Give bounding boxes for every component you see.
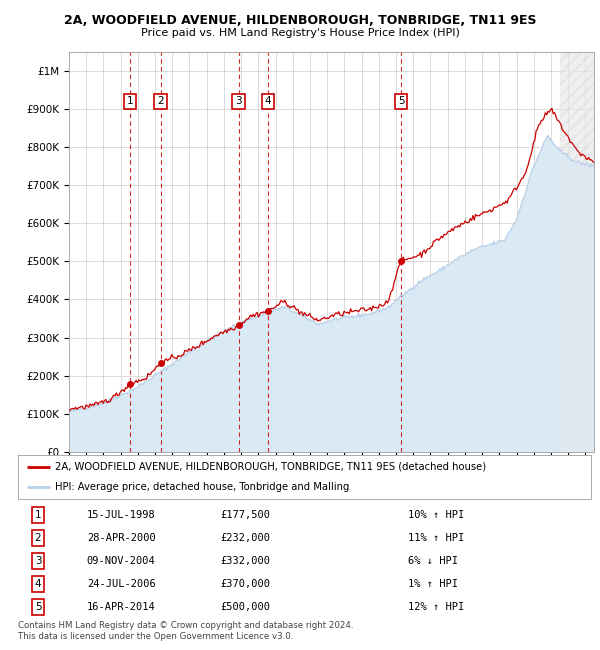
Text: 09-NOV-2004: 09-NOV-2004 [87,556,155,566]
Text: £177,500: £177,500 [220,510,270,519]
Text: 5: 5 [35,603,41,612]
Text: 16-APR-2014: 16-APR-2014 [87,603,155,612]
Text: 2A, WOODFIELD AVENUE, HILDENBOROUGH, TONBRIDGE, TN11 9ES (detached house): 2A, WOODFIELD AVENUE, HILDENBOROUGH, TON… [55,462,487,472]
Text: £500,000: £500,000 [220,603,270,612]
Text: 15-JUL-1998: 15-JUL-1998 [87,510,155,519]
Text: 10% ↑ HPI: 10% ↑ HPI [407,510,464,519]
Text: 1: 1 [127,96,133,107]
Text: 2A, WOODFIELD AVENUE, HILDENBOROUGH, TONBRIDGE, TN11 9ES: 2A, WOODFIELD AVENUE, HILDENBOROUGH, TON… [64,14,536,27]
Text: 5: 5 [398,96,404,107]
Text: 2: 2 [157,96,164,107]
Text: £332,000: £332,000 [220,556,270,566]
Text: 4: 4 [35,579,41,589]
Text: 6% ↓ HPI: 6% ↓ HPI [407,556,458,566]
Text: HPI: Average price, detached house, Tonbridge and Malling: HPI: Average price, detached house, Tonb… [55,482,350,492]
Text: £232,000: £232,000 [220,533,270,543]
Text: 24-JUL-2006: 24-JUL-2006 [87,579,155,589]
Text: £370,000: £370,000 [220,579,270,589]
Text: Price paid vs. HM Land Registry's House Price Index (HPI): Price paid vs. HM Land Registry's House … [140,28,460,38]
Text: Contains HM Land Registry data © Crown copyright and database right 2024.
This d: Contains HM Land Registry data © Crown c… [18,621,353,641]
Text: 2: 2 [35,533,41,543]
Text: 3: 3 [235,96,242,107]
Text: 12% ↑ HPI: 12% ↑ HPI [407,603,464,612]
Text: 3: 3 [35,556,41,566]
Text: 1: 1 [35,510,41,519]
Text: 4: 4 [265,96,271,107]
Text: 28-APR-2000: 28-APR-2000 [87,533,155,543]
Text: 11% ↑ HPI: 11% ↑ HPI [407,533,464,543]
Text: 1% ↑ HPI: 1% ↑ HPI [407,579,458,589]
